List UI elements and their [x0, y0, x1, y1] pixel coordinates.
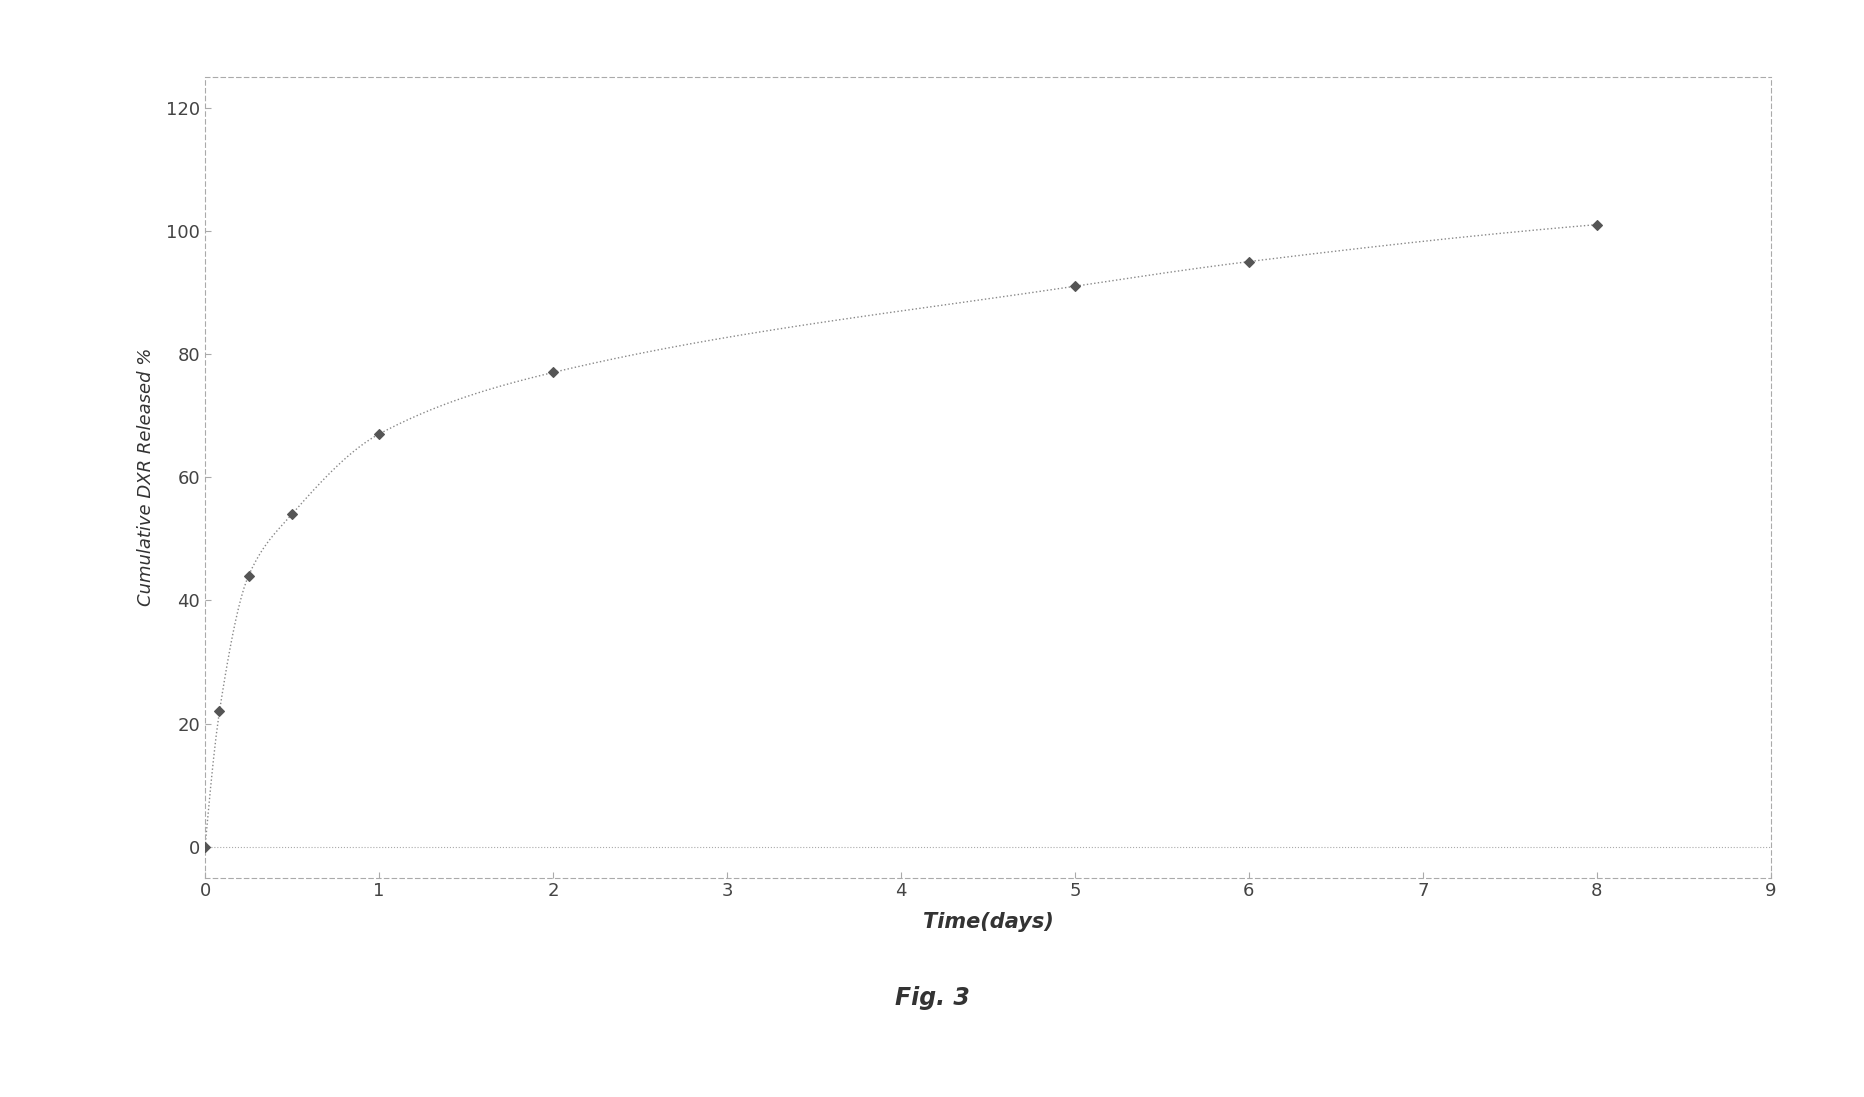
- Text: Fig. 3: Fig. 3: [895, 986, 969, 1010]
- X-axis label: Time(days): Time(days): [923, 912, 1053, 931]
- Y-axis label: Cumulative DXR Released %: Cumulative DXR Released %: [136, 348, 155, 607]
